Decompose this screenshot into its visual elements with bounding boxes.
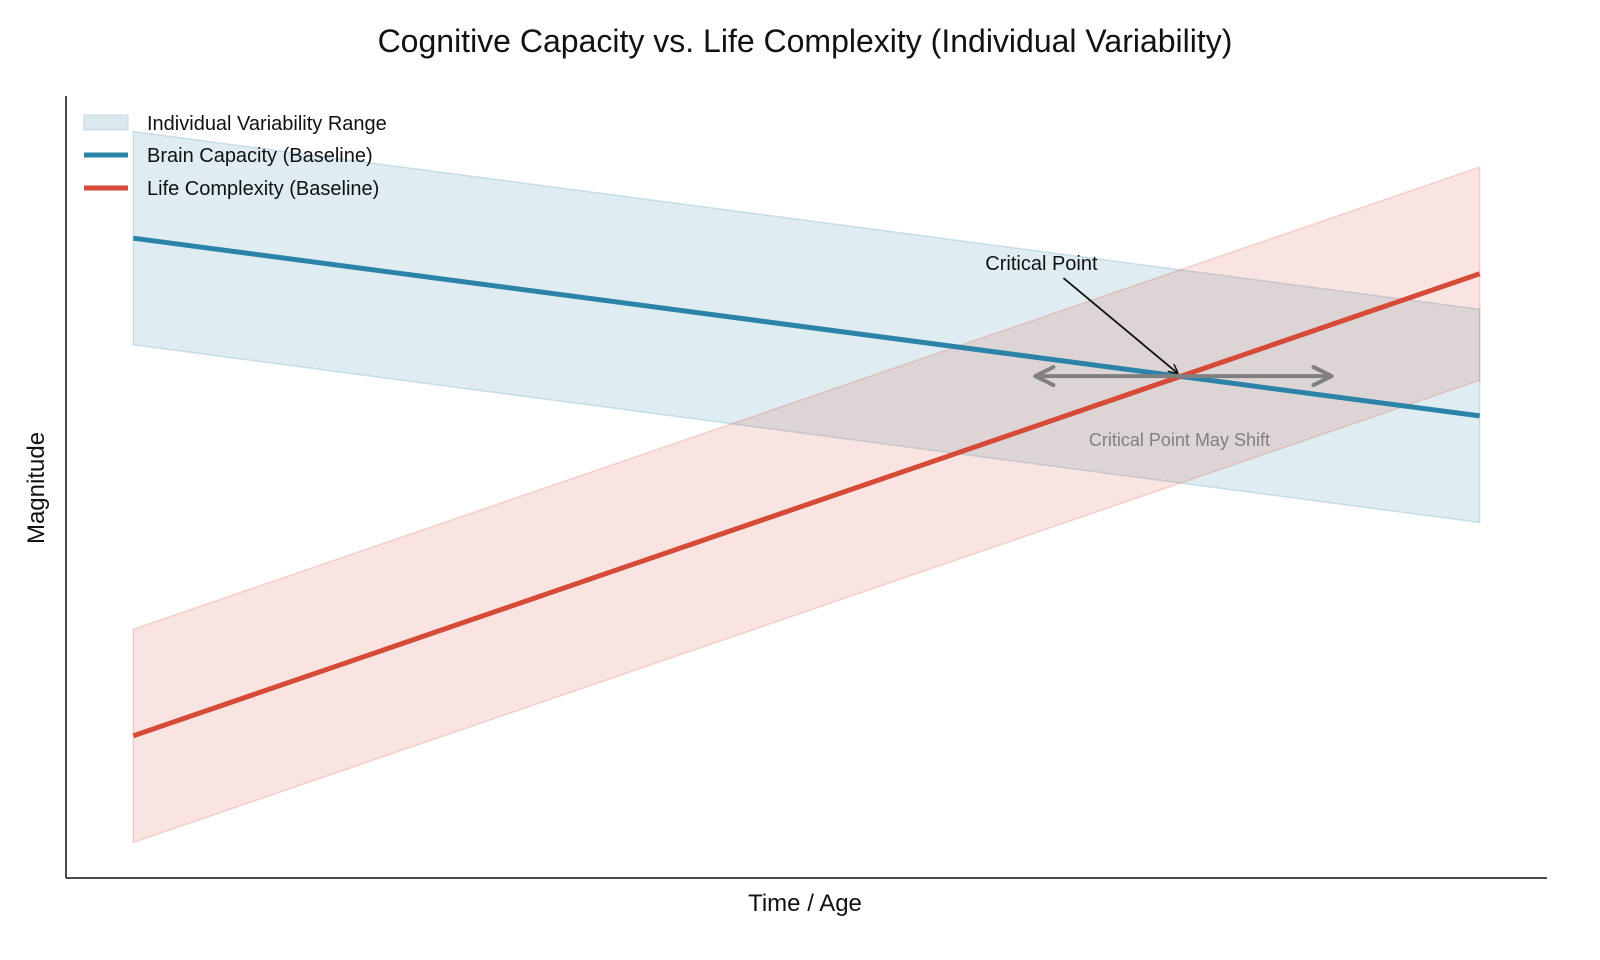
x-axis-label: Time / Age — [748, 890, 862, 917]
brain-capacity-line — [132, 235, 1481, 419]
lines-layer — [132, 235, 1481, 739]
annotation-layer: Critical Point Critical Point May Shift — [985, 253, 1334, 450]
life-capacity-line — [132, 271, 1481, 739]
y-axis-label: Magnitude — [23, 432, 50, 544]
legend-label-life: Life Complexity (Baseline) — [147, 178, 379, 200]
critical-point-shift-label: Critical Point May Shift — [1089, 430, 1270, 450]
shift-arrow-left-head — [1033, 365, 1056, 388]
legend-label-brain: Brain Capacity (Baseline) — [147, 145, 373, 167]
shift-arrow — [1033, 365, 1334, 388]
legend: Individual Variability Range Brain Capac… — [83, 113, 387, 200]
shift-arrow-right-head — [1311, 365, 1334, 388]
critical-point-arrow — [1062, 277, 1177, 373]
critical-point-label: Critical Point — [985, 253, 1098, 275]
legend-swatch-band — [83, 114, 129, 131]
bands-layer — [132, 130, 1481, 844]
chart-title: Cognitive Capacity vs. Life Complexity (… — [378, 23, 1233, 59]
legend-label-band: Individual Variability Range — [147, 113, 387, 135]
